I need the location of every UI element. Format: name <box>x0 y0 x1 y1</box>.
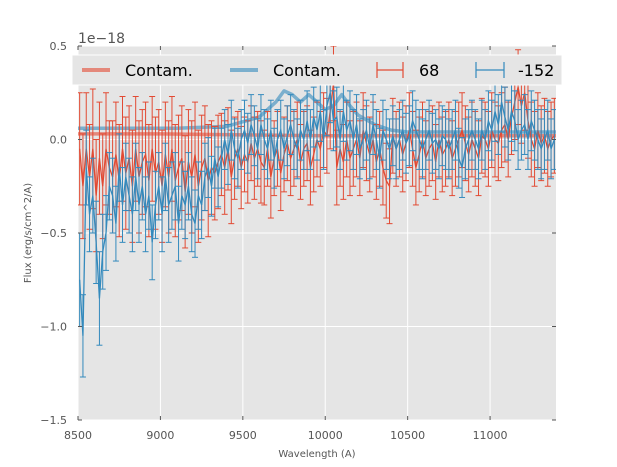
x-tick-label: 11000 <box>473 429 508 442</box>
legend-entry-68: 68 <box>376 61 439 80</box>
plot-marks <box>78 46 556 378</box>
y-tick-label: −0.5 <box>40 227 67 240</box>
legend-label: Contam. <box>125 61 193 80</box>
legend-label: -152 <box>518 61 554 80</box>
legend-errorbar-icon-blue <box>475 62 505 78</box>
legend-entry-contam-blue: Contam. <box>230 61 341 80</box>
x-tick-label: 10000 <box>308 429 343 442</box>
x-tick-label: 9500 <box>229 429 257 442</box>
y-tick-label: 0.5 <box>50 40 68 53</box>
series-group <box>78 46 556 378</box>
legend-errorbar-icon-red <box>376 62 404 78</box>
legend-label: Contam. <box>273 61 341 80</box>
y-axis-ticks: −1.5 −1.0 −0.5 0.0 0.5 <box>40 40 556 427</box>
legend-entry-minus152: -152 <box>475 61 554 80</box>
y-tick-label: 0.0 <box>50 134 68 147</box>
errorbar-series-152 <box>78 62 556 378</box>
legend: Contam. Contam. 68 -152 <box>71 54 563 86</box>
x-axis-label: Wavelength (A) <box>278 449 355 460</box>
y-tick-label: −1.5 <box>40 414 67 427</box>
y-tick-label: −1.0 <box>40 321 67 334</box>
x-tick-label: 9000 <box>146 429 174 442</box>
data-line <box>78 92 555 336</box>
y-offset-label: 1e−18 <box>78 31 125 47</box>
legend-entry-contam-red: Contam. <box>82 61 193 80</box>
x-tick-label: 8500 <box>64 429 92 442</box>
x-tick-label: 10500 <box>390 429 425 442</box>
legend-label: 68 <box>419 61 439 80</box>
x-axis-ticks: 8500 9000 9500 10000 10500 11000 <box>64 46 508 442</box>
y-axis-label: Flux (erg/s/cm^2/A) <box>23 183 34 283</box>
